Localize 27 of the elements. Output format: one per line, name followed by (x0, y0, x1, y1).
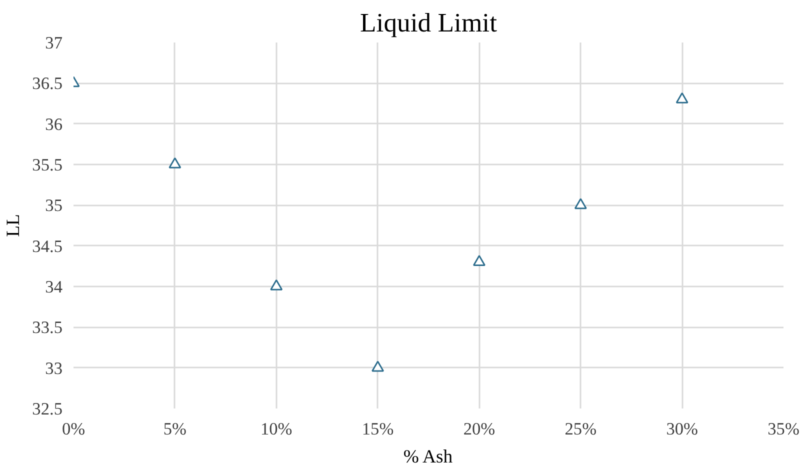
point (676, 92, 688, 104)
y-tick-label: 33.5 (32, 318, 63, 338)
y-tick-label: 32.5 (32, 400, 63, 418)
x-tick-label: 0% (62, 420, 86, 438)
y-tick-label: 37 (45, 34, 63, 52)
point (472, 255, 486, 266)
x-tick-label: 20% (463, 420, 496, 438)
point (168, 157, 182, 168)
y-tick-label: 36.5 (32, 74, 63, 94)
x-tick-label: 25% (564, 420, 597, 438)
chart-title: Liquid Limit (360, 8, 498, 38)
x-tick-label: 5% (163, 420, 186, 438)
y-tick-label: 36 (45, 114, 63, 134)
y-tick-label: 35 (45, 196, 62, 216)
x-axis-title: % Ash (403, 446, 454, 468)
y-tick-label: 33 (45, 358, 62, 378)
point (372, 360, 384, 372)
x-tick-label: 10% (260, 420, 292, 438)
x-tick-label: 30% (666, 420, 698, 438)
y-tick-label: 34 (45, 278, 63, 296)
y-axis-title: LL (3, 214, 24, 237)
x-tick-label: 15% (362, 420, 394, 438)
y-tick-label: 34.5 (32, 236, 63, 256)
x-tick-label: 35% (768, 420, 800, 438)
point (574, 198, 587, 210)
point (270, 279, 283, 290)
y-tick-label: 35.5 (32, 156, 63, 174)
